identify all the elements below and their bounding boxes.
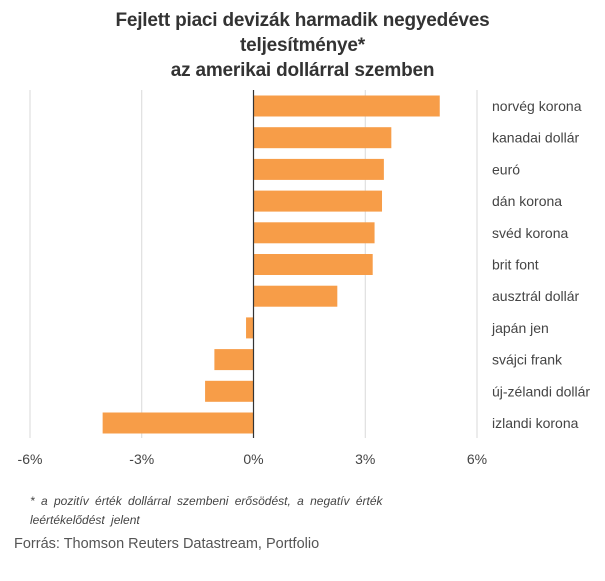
bar-8: [214, 349, 254, 371]
footnote: * a pozitív érték dollárral szembeni erő…: [30, 494, 383, 527]
x-tick-label-4: 6%: [467, 451, 487, 467]
chart-title-line-2: teljesítménye*: [240, 35, 365, 56]
source-note: Forrás: Thomson Reuters Datastream, Port…: [14, 536, 320, 552]
bar-10: [102, 412, 254, 434]
x-tick-label-1: -3%: [129, 451, 154, 467]
x-tick-label-3: 3%: [355, 451, 375, 467]
x-tick-label-0: -6%: [18, 451, 43, 467]
bar-0: [253, 95, 440, 117]
category-label-7: japán jen: [491, 320, 549, 336]
bar-7: [246, 317, 254, 339]
chart-title-line-1: Fejlett piaci devizák harmadik negyedéve…: [115, 10, 490, 31]
bar-2: [253, 158, 384, 180]
category-label-9: új-zélandi dollár: [492, 383, 590, 399]
bar-9: [205, 380, 254, 402]
bar-4: [253, 222, 375, 244]
category-label-6: ausztrál dollár: [492, 288, 579, 304]
category-label-0: norvég korona: [492, 98, 582, 114]
x-tick-label-2: 0%: [243, 451, 263, 467]
category-label-4: svéd korona: [492, 225, 568, 241]
category-label-3: dán korona: [492, 193, 562, 209]
category-label-8: svájci frank: [492, 352, 563, 368]
category-label-10: izlandi korona: [492, 415, 579, 431]
category-label-5: brit font: [492, 257, 539, 273]
category-label-2: euró: [492, 161, 520, 177]
category-label-1: kanadai dollár: [492, 130, 580, 146]
bar-1: [253, 127, 392, 149]
bar-3: [253, 190, 383, 212]
bar-5: [253, 254, 373, 275]
bar-6: [253, 285, 338, 307]
chart-title-line-3: az amerikai dollárral szemben: [170, 60, 435, 81]
chart-title: Fejlett piaci devizák harmadik negyedéve…: [0, 8, 605, 83]
